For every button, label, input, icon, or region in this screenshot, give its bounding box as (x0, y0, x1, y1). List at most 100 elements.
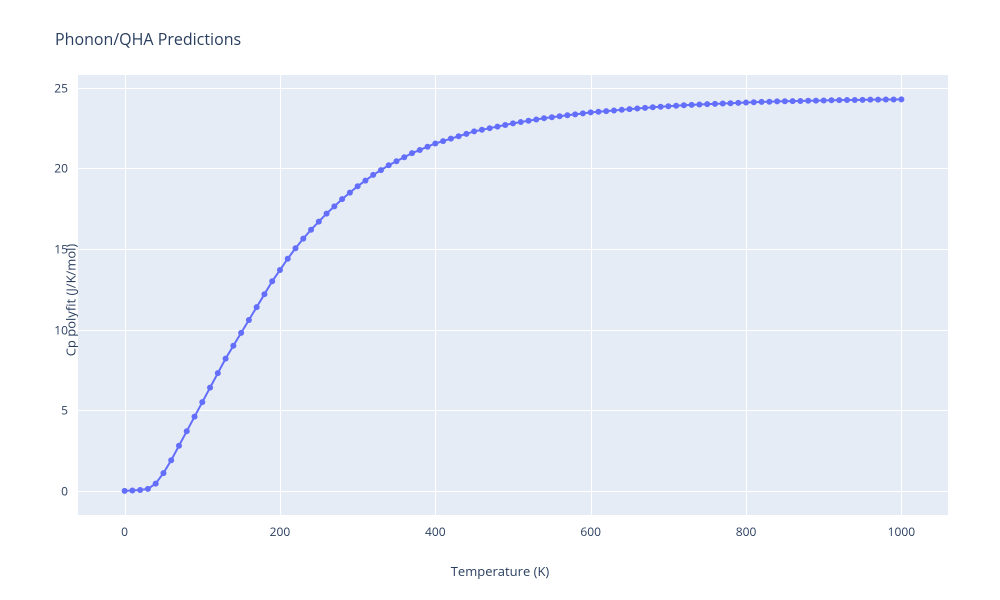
data-point[interactable] (456, 133, 462, 139)
data-point[interactable] (689, 102, 695, 108)
data-point[interactable] (627, 106, 633, 112)
data-point[interactable] (642, 105, 648, 111)
data-point[interactable] (184, 428, 190, 434)
data-point[interactable] (207, 385, 213, 391)
data-point[interactable] (362, 178, 368, 184)
data-point[interactable] (339, 196, 345, 202)
data-point[interactable] (463, 131, 469, 137)
data-point[interactable] (192, 414, 198, 420)
data-point[interactable] (681, 102, 687, 108)
data-point[interactable] (487, 125, 493, 131)
data-point[interactable] (704, 101, 710, 107)
data-point[interactable] (285, 256, 291, 262)
data-point[interactable] (572, 111, 578, 117)
data-point[interactable] (759, 99, 765, 105)
data-point[interactable] (650, 104, 656, 110)
data-point[interactable] (510, 120, 516, 126)
data-point[interactable] (860, 97, 866, 103)
data-point[interactable] (665, 103, 671, 109)
data-point[interactable] (549, 114, 555, 120)
data-point[interactable] (331, 203, 337, 209)
data-point[interactable] (277, 267, 283, 273)
data-point[interactable] (580, 110, 586, 116)
data-point[interactable] (168, 457, 174, 463)
data-point[interactable] (160, 470, 166, 476)
data-point[interactable] (595, 109, 601, 115)
data-point[interactable] (502, 122, 508, 128)
data-point[interactable] (782, 98, 788, 104)
data-point[interactable] (432, 141, 438, 147)
data-point[interactable] (355, 183, 361, 189)
data-point[interactable] (813, 98, 819, 104)
data-point[interactable] (401, 154, 407, 160)
data-point[interactable] (751, 99, 757, 105)
data-point[interactable] (471, 128, 477, 134)
data-point[interactable] (844, 97, 850, 103)
data-point[interactable] (533, 116, 539, 122)
data-point[interactable] (370, 172, 376, 178)
data-point[interactable] (425, 144, 431, 150)
data-point[interactable] (417, 147, 423, 153)
data-point[interactable] (766, 99, 772, 105)
data-point[interactable] (137, 487, 143, 493)
data-point[interactable] (712, 101, 718, 107)
data-point[interactable] (743, 100, 749, 106)
data-point[interactable] (867, 97, 873, 103)
data-point[interactable] (720, 101, 726, 107)
data-point[interactable] (238, 330, 244, 336)
data-point[interactable] (821, 97, 827, 103)
data-point[interactable] (774, 98, 780, 104)
data-point[interactable] (526, 118, 532, 124)
data-point[interactable] (634, 106, 640, 112)
data-point[interactable] (199, 399, 205, 405)
data-point[interactable] (588, 109, 594, 115)
data-point[interactable] (564, 112, 570, 118)
data-point[interactable] (898, 96, 904, 102)
data-point[interactable] (215, 370, 221, 376)
data-point[interactable] (145, 486, 151, 492)
data-point[interactable] (619, 107, 625, 113)
data-point[interactable] (230, 343, 236, 349)
data-point[interactable] (603, 108, 609, 114)
data-point[interactable] (246, 317, 252, 323)
data-point[interactable] (393, 158, 399, 164)
data-point[interactable] (324, 211, 330, 217)
data-point[interactable] (828, 97, 834, 103)
data-point[interactable] (518, 119, 524, 125)
data-point[interactable] (261, 291, 267, 297)
data-point[interactable] (883, 97, 889, 103)
data-point[interactable] (557, 113, 563, 119)
data-point[interactable] (836, 97, 842, 103)
data-point[interactable] (300, 236, 306, 242)
data-point[interactable] (129, 488, 135, 494)
data-point[interactable] (728, 100, 734, 106)
data-point[interactable] (696, 101, 702, 107)
data-point[interactable] (611, 107, 617, 113)
data-point[interactable] (797, 98, 803, 104)
data-point[interactable] (852, 97, 858, 103)
data-point[interactable] (440, 138, 446, 144)
data-point[interactable] (494, 124, 500, 130)
data-point[interactable] (479, 127, 485, 133)
data-point[interactable] (316, 219, 322, 225)
data-point[interactable] (409, 150, 415, 156)
data-point[interactable] (448, 136, 454, 142)
data-point[interactable] (347, 190, 353, 196)
data-point[interactable] (735, 100, 741, 106)
data-point[interactable] (293, 245, 299, 251)
data-point[interactable] (541, 115, 547, 121)
data-point[interactable] (176, 443, 182, 449)
data-point[interactable] (790, 98, 796, 104)
data-point[interactable] (891, 97, 897, 103)
data-point[interactable] (386, 162, 392, 168)
data-point[interactable] (254, 304, 260, 310)
data-point[interactable] (269, 278, 275, 284)
data-point[interactable] (673, 103, 679, 109)
data-point[interactable] (153, 481, 159, 487)
data-point[interactable] (658, 104, 664, 110)
data-point[interactable] (805, 98, 811, 104)
data-point[interactable] (378, 167, 384, 173)
data-point[interactable] (223, 356, 229, 362)
data-point[interactable] (122, 488, 128, 494)
data-point[interactable] (875, 97, 881, 103)
